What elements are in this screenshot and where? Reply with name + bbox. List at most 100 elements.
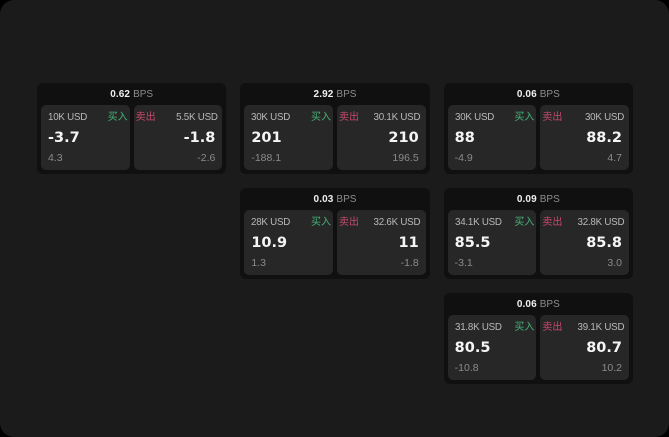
buy-amount-row: 31.8K USD 买入 <box>454 321 535 334</box>
sell-delta: -1.8 <box>400 257 419 269</box>
buy-amount-row: 30K USD 买入 <box>251 111 331 124</box>
bps-value: 0.03 <box>313 193 334 205</box>
sell-delta: 3.0 <box>607 257 622 269</box>
quote-panels: 34.1K USD 买入 85.5 -3.1 卖出 32.8K USD 85.8… <box>444 210 633 279</box>
bps-unit-label: BPS <box>133 88 154 100</box>
quote-card: 2.92 BPS 30K USD 买入 201 -188.1 卖出 30.1K … <box>240 83 430 174</box>
buy-side-label: 买入 <box>514 322 535 333</box>
bps-value: 0.62 <box>110 88 131 100</box>
sell-amount-row: 卖出 39.1K USD <box>542 321 624 334</box>
buy-delta: 4.3 <box>48 152 63 164</box>
sell-amount-row: 卖出 30K USD <box>542 111 624 124</box>
buy-amount-row: 34.1K USD 买入 <box>454 216 535 229</box>
quote-panels: 31.8K USD 买入 80.5 -10.8 卖出 39.1K USD 80.… <box>444 315 633 384</box>
sell-amount: 30K USD <box>584 111 624 123</box>
sell-price: 88.2 <box>586 130 622 146</box>
buy-amount: 30K USD <box>251 111 291 123</box>
buy-delta: -3.1 <box>454 257 473 269</box>
sell-side-label: 卖出 <box>135 112 156 123</box>
bps-unit-label: BPS <box>539 88 560 100</box>
buy-delta: 1.3 <box>251 257 266 269</box>
buy-amount: 31.8K USD <box>454 321 502 333</box>
buy-side-label: 买入 <box>311 112 331 123</box>
card-header: 0.09 BPS <box>444 188 633 210</box>
sell-amount-row: 卖出 32.6K USD <box>339 216 421 229</box>
bps-unit-label: BPS <box>336 193 357 205</box>
sell-side-label: 卖出 <box>339 217 359 228</box>
buy-delta: -4.9 <box>454 152 473 164</box>
buy-price: 10.9 <box>251 235 288 251</box>
sell-quote-tile[interactable]: 卖出 39.1K USD 80.7 10.2 <box>540 315 629 380</box>
sell-amount: 30.1K USD <box>373 111 421 123</box>
quote-card: 0.62 BPS 10K USD 买入 -3.7 4.3 卖出 5.5K USD <box>37 83 227 174</box>
quote-card-grid: 0.62 BPS 10K USD 买入 -3.7 4.3 卖出 5.5K USD <box>37 83 633 384</box>
quote-card: 0.09 BPS 34.1K USD 买入 85.5 -3.1 卖出 32.8K… <box>443 188 633 279</box>
buy-quote-tile[interactable]: 31.8K USD 买入 80.5 -10.8 <box>447 315 537 380</box>
bps-unit-label: BPS <box>539 298 560 310</box>
sell-quote-tile[interactable]: 卖出 32.6K USD 11 -1.8 <box>337 210 426 275</box>
sell-delta: -2.6 <box>197 152 216 164</box>
card-header: 0.03 BPS <box>240 188 429 210</box>
buy-amount-row: 10K USD 买入 <box>48 111 128 124</box>
buy-price: -3.7 <box>48 130 80 146</box>
buy-price: 201 <box>251 130 282 146</box>
card-header: 2.92 BPS <box>240 83 429 105</box>
quote-card: 0.06 BPS 31.8K USD 买入 80.5 -10.8 卖出 39.1… <box>443 293 633 384</box>
sell-side-label: 卖出 <box>339 112 359 123</box>
buy-quote-tile[interactable]: 30K USD 买入 201 -188.1 <box>244 105 333 170</box>
card-header: 0.06 BPS <box>444 83 633 105</box>
bps-value: 2.92 <box>313 88 334 100</box>
sell-quote-tile[interactable]: 卖出 30.1K USD 210 196.5 <box>337 105 426 170</box>
sell-price: 11 <box>398 235 419 251</box>
buy-price: 80.5 <box>454 340 491 356</box>
buy-quote-tile[interactable]: 10K USD 买入 -3.7 4.3 <box>41 105 130 170</box>
sell-amount: 5.5K USD <box>175 111 218 123</box>
buy-side-label: 买入 <box>514 217 535 228</box>
quote-card: 0.06 BPS 30K USD 买入 88 -4.9 卖出 30K USD <box>443 83 633 174</box>
buy-amount-row: 30K USD 买入 <box>454 111 535 124</box>
buy-side-label: 买入 <box>311 217 331 228</box>
sell-side-label: 卖出 <box>542 322 563 333</box>
card-header: 0.06 BPS <box>444 293 633 315</box>
sell-quote-tile[interactable]: 卖出 5.5K USD -1.8 -2.6 <box>133 105 223 170</box>
sell-amount: 39.1K USD <box>577 321 624 333</box>
sell-price: 80.7 <box>586 340 622 356</box>
sell-amount-row: 卖出 5.5K USD <box>136 111 218 124</box>
buy-price: 85.5 <box>454 235 491 251</box>
bps-value: 0.06 <box>516 88 537 100</box>
buy-amount: 10K USD <box>48 111 88 123</box>
sell-delta: 10.2 <box>601 362 622 374</box>
buy-quote-tile[interactable]: 34.1K USD 买入 85.5 -3.1 <box>447 210 537 275</box>
sell-amount-row: 卖出 32.8K USD <box>542 216 624 229</box>
sell-quote-tile[interactable]: 卖出 32.8K USD 85.8 3.0 <box>540 210 629 275</box>
sell-amount: 32.6K USD <box>373 216 421 228</box>
sell-delta: 196.5 <box>392 152 419 164</box>
quote-panels: 30K USD 买入 88 -4.9 卖出 30K USD 88.2 4.7 <box>444 105 633 174</box>
card-header: 0.62 BPS <box>37 83 226 105</box>
sell-price: 85.8 <box>586 235 622 251</box>
sell-price: 210 <box>388 130 419 146</box>
sell-side-label: 卖出 <box>542 217 563 228</box>
buy-quote-tile[interactable]: 28K USD 买入 10.9 1.3 <box>244 210 333 275</box>
buy-amount: 28K USD <box>251 216 291 228</box>
buy-price: 88 <box>454 130 475 146</box>
buy-amount: 30K USD <box>454 111 494 123</box>
buy-delta: -10.8 <box>454 362 479 374</box>
sell-delta: 4.7 <box>607 152 622 164</box>
quote-panels: 10K USD 买入 -3.7 4.3 卖出 5.5K USD -1.8 -2.… <box>37 105 226 174</box>
sell-side-label: 卖出 <box>542 112 563 123</box>
sell-price: -1.8 <box>183 130 216 146</box>
buy-side-label: 买入 <box>107 112 128 123</box>
sell-amount: 32.8K USD <box>577 216 624 228</box>
buy-amount: 34.1K USD <box>454 216 502 228</box>
quote-card: 0.03 BPS 28K USD 买入 10.9 1.3 卖出 32.6K US… <box>240 188 430 279</box>
buy-amount-row: 28K USD 买入 <box>251 216 331 229</box>
buy-quote-tile[interactable]: 30K USD 买入 88 -4.9 <box>447 105 537 170</box>
bps-value: 0.06 <box>516 298 537 310</box>
quote-panels: 30K USD 买入 201 -188.1 卖出 30.1K USD 210 1… <box>240 105 429 174</box>
sell-amount-row: 卖出 30.1K USD <box>339 111 421 124</box>
sell-quote-tile[interactable]: 卖出 30K USD 88.2 4.7 <box>540 105 629 170</box>
bps-unit-label: BPS <box>539 193 560 205</box>
buy-side-label: 买入 <box>514 112 535 123</box>
